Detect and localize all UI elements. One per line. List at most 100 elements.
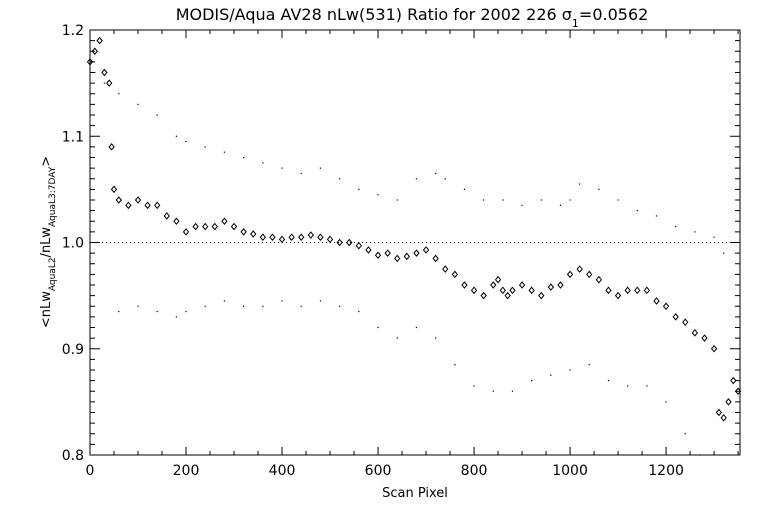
chart-title: MODIS/Aqua AV28 nLw(531) Ratio for 2002 … xyxy=(176,5,649,30)
lower-point xyxy=(300,305,302,307)
upper-point xyxy=(300,172,302,175)
y-tick-label: 1.0 xyxy=(62,236,84,252)
mean-point xyxy=(494,275,502,284)
mean-point xyxy=(720,414,727,422)
upper-point xyxy=(444,178,446,180)
upper-point xyxy=(415,178,418,180)
lower-point xyxy=(396,337,398,339)
mean-point xyxy=(278,235,286,244)
mean-point xyxy=(634,286,641,295)
series-upper xyxy=(94,71,725,254)
y-axis-label-sub1: AquaL2 xyxy=(48,257,58,291)
y-axis-tick-labels: 0.8 0.9 1.0 1.1 1.2 xyxy=(62,23,84,464)
upper-point xyxy=(435,172,437,175)
mean-point xyxy=(115,196,122,204)
mean-point xyxy=(250,230,257,238)
mean-point xyxy=(91,47,98,56)
mean-point xyxy=(144,201,151,210)
upper-point xyxy=(723,252,725,254)
upper-point xyxy=(636,210,638,212)
upper-point xyxy=(598,188,600,190)
mean-point xyxy=(326,235,334,244)
upper-point xyxy=(655,215,658,217)
y-tick-label: 1.2 xyxy=(62,23,84,39)
mean-point xyxy=(576,265,583,273)
mean-point xyxy=(365,246,372,254)
mean-point xyxy=(451,270,458,279)
mean-point xyxy=(547,283,555,291)
mean-point xyxy=(202,222,209,231)
mean-point xyxy=(108,143,115,151)
mean-point xyxy=(134,196,142,204)
mean-point xyxy=(653,297,660,305)
lower-point xyxy=(156,310,158,313)
upper-point xyxy=(185,140,187,143)
lower-point xyxy=(185,310,187,313)
mean-point xyxy=(470,286,478,295)
mean-point xyxy=(518,281,526,289)
x-tick-label: 200 xyxy=(173,463,200,479)
lower-point xyxy=(607,380,610,382)
mean-point xyxy=(86,58,94,66)
upper-point xyxy=(204,146,206,148)
mean-point xyxy=(192,222,199,231)
mean-point xyxy=(374,251,382,260)
mean-point xyxy=(624,286,631,295)
mean-point xyxy=(672,313,679,321)
lower-point xyxy=(339,305,341,307)
mean-point xyxy=(730,376,737,385)
mean-point xyxy=(307,231,314,239)
upper-point xyxy=(559,204,562,206)
x-tick-label: 800 xyxy=(461,463,488,479)
upper-point xyxy=(94,71,96,74)
x-axis-label: Scan Pixel xyxy=(382,486,448,501)
mean-point xyxy=(154,201,161,210)
upper-point xyxy=(713,236,715,238)
mean-point xyxy=(163,212,170,220)
mean-point xyxy=(211,222,218,231)
lower-point xyxy=(435,337,437,339)
lower-point xyxy=(627,385,629,387)
series-mean xyxy=(86,36,742,422)
y-tick-label: 1.1 xyxy=(62,129,84,145)
lower-point xyxy=(511,390,514,392)
lower-point xyxy=(204,305,206,307)
y-axis-label: <nLwAquaL2/nLwAquaL3:7DAY> xyxy=(39,156,58,328)
lower-point xyxy=(175,316,178,318)
upper-point xyxy=(521,204,523,206)
upper-point xyxy=(103,82,106,84)
mean-point xyxy=(710,344,718,353)
mean-point xyxy=(432,254,439,263)
mean-point xyxy=(355,241,362,250)
mean-point xyxy=(461,281,468,289)
mean-point xyxy=(125,201,132,210)
x-tick-label: 1000 xyxy=(552,463,588,479)
mean-point xyxy=(394,254,401,263)
upper-point xyxy=(694,231,696,233)
lower-point xyxy=(665,401,667,403)
upper-point xyxy=(281,167,283,169)
mean-point xyxy=(173,217,180,226)
mean-point xyxy=(614,291,622,300)
series-lower xyxy=(118,300,701,456)
x-tick-label: 600 xyxy=(365,463,392,479)
mean-point xyxy=(110,185,118,194)
mean-point xyxy=(643,286,651,295)
y-tick-label: 0.8 xyxy=(62,448,84,464)
lower-point xyxy=(262,305,264,307)
mean-point xyxy=(504,291,511,300)
mean-point xyxy=(413,249,420,257)
mean-point xyxy=(336,238,343,247)
y-axis-label-mid: /nLw xyxy=(39,227,54,258)
upper-point xyxy=(396,199,398,201)
lower-point xyxy=(531,380,533,382)
mean-point xyxy=(230,222,238,231)
mean-point xyxy=(528,286,535,295)
upper-point xyxy=(540,199,542,201)
lower-point xyxy=(358,310,360,313)
chart-title-sigma: σ xyxy=(562,5,572,24)
x-axis-ticks xyxy=(89,30,739,455)
y-axis-ticks xyxy=(90,29,740,456)
chart-title-sigma-sub: 1 xyxy=(572,17,579,30)
